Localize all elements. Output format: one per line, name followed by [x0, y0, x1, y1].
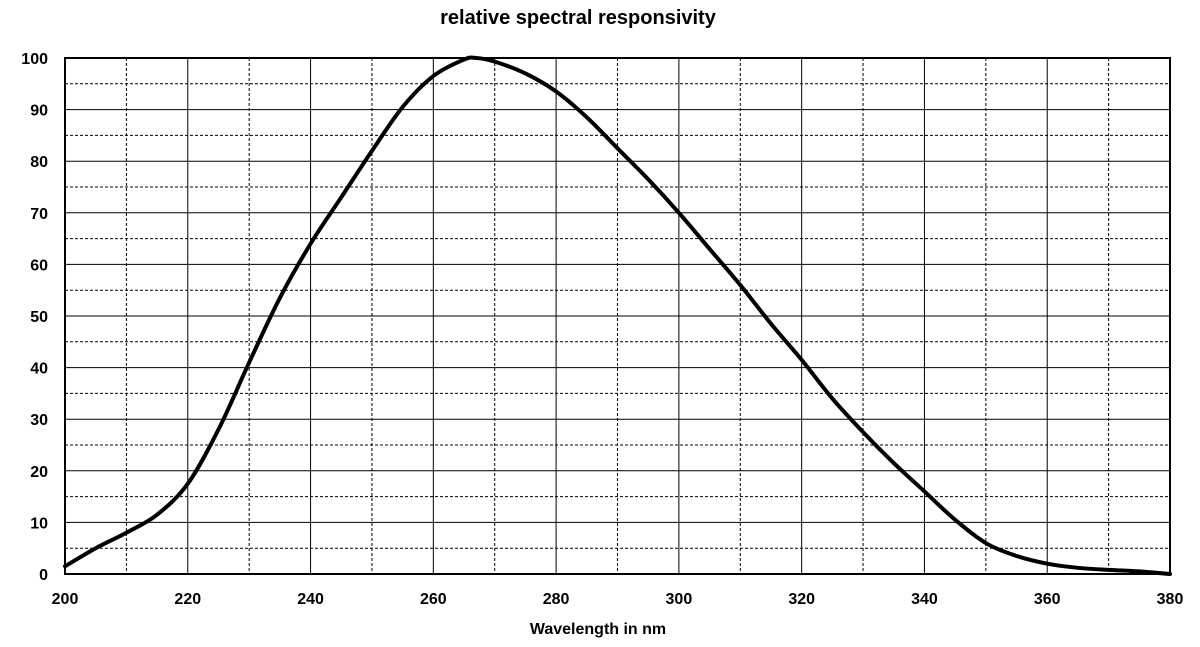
data-series-layer	[63, 55, 1172, 576]
x-axis-ticks: 200 220 240 260 280 300 320 340 360 380	[52, 591, 1184, 608]
x-axis-label: Wavelength in nm	[530, 621, 666, 638]
x-tick-label: 280	[543, 591, 570, 608]
x-tick-label: 220	[174, 591, 201, 608]
y-tick-label: 100	[21, 51, 48, 68]
y-tick-label: 10	[30, 515, 48, 532]
x-tick-label: 360	[1034, 591, 1061, 608]
x-tick-label: 260	[420, 591, 447, 608]
x-tick-label: 320	[788, 591, 815, 608]
y-tick-label: 0	[39, 567, 48, 584]
y-tick-label: 80	[30, 154, 48, 171]
x-tick-label: 240	[297, 591, 324, 608]
x-tick-label: 300	[666, 591, 693, 608]
y-tick-label: 60	[30, 257, 48, 274]
y-tick-label: 40	[30, 361, 48, 378]
y-tick-label: 70	[30, 206, 48, 223]
y-tick-label: 50	[30, 309, 48, 326]
x-tick-label: 340	[911, 591, 938, 608]
y-tick-label: 90	[30, 103, 48, 120]
y-tick-label: 20	[30, 464, 48, 481]
chart-title: relative spectral responsivity	[440, 7, 717, 29]
grid	[64, 57, 1171, 575]
y-axis-ticks: 0 10 20 30 40 50 60 70 80 90 100	[21, 51, 48, 584]
y-tick-label: 30	[30, 412, 48, 429]
x-tick-label: 380	[1157, 591, 1184, 608]
responsivity-curve	[63, 55, 1172, 576]
x-tick-label: 200	[52, 591, 79, 608]
plot-area-border	[64, 57, 1171, 575]
